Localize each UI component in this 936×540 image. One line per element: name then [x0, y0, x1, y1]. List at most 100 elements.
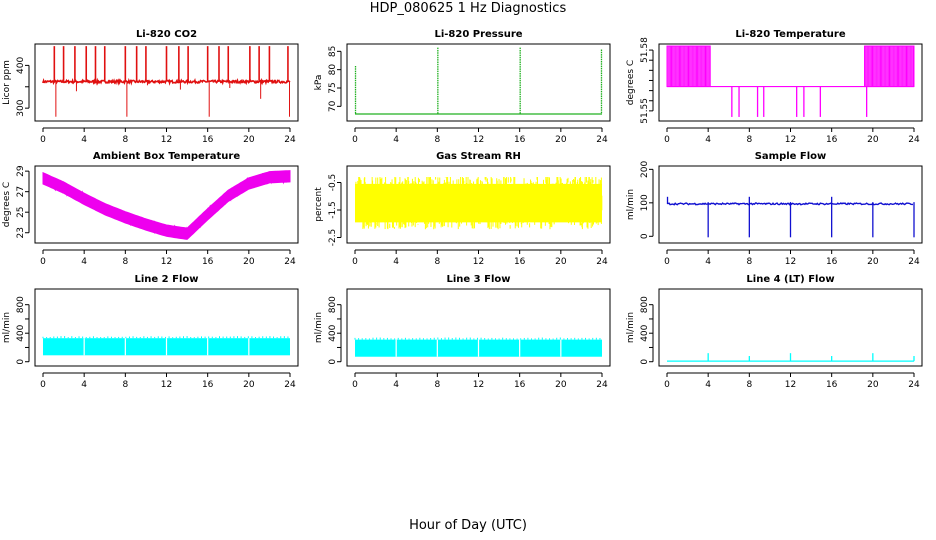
x-tick-label: 20 — [867, 380, 879, 390]
x-tick-label: 4 — [81, 257, 87, 267]
panel-title: Sample Flow — [755, 151, 827, 162]
series-pressure — [354, 47, 603, 115]
x-tick-label: 8 — [434, 135, 440, 145]
x-tick-label: 8 — [434, 257, 440, 267]
series-co2 — [42, 46, 291, 117]
x-tick-label: 24 — [908, 380, 920, 390]
x-axis: 0 4 8 12 16 20 24 — [40, 127, 296, 145]
x-tick-label: 4 — [81, 380, 87, 390]
x-tick-label: 20 — [867, 257, 879, 267]
panel-rh: Gas Stream RH 0 4 8 12 16 20 24 -2.5 -1.5 -0.5 perc… — [314, 151, 611, 267]
series-box_temp — [42, 170, 291, 240]
y-tick-label: 0 — [328, 359, 338, 365]
x-tick-label: 20 — [555, 135, 567, 145]
y-tick-label: 23 — [16, 227, 26, 238]
x-tick-label: 8 — [746, 257, 752, 267]
x-tick-label: 16 — [202, 135, 214, 145]
plot-frame — [346, 165, 611, 244]
y-tick-label: 0 — [640, 233, 650, 239]
y-tick-label: 800 — [328, 296, 338, 313]
y-tick-label: -0.5 — [328, 174, 338, 192]
x-tick-label: 0 — [352, 135, 358, 145]
x-tick-label: 12 — [473, 135, 484, 145]
x-tick-label: 12 — [785, 257, 796, 267]
x-tick-label: 0 — [40, 257, 46, 267]
y-axis-label: degrees C — [626, 60, 636, 105]
plot-frame — [658, 165, 923, 244]
x-tick-label: 12 — [785, 380, 796, 390]
x-tick-label: 24 — [908, 135, 920, 145]
x-tick-label: 12 — [473, 257, 484, 267]
x-tick-label: 24 — [284, 257, 296, 267]
x-tick-label: 12 — [785, 135, 796, 145]
x-tick-label: 0 — [40, 135, 46, 145]
y-tick-label: -1.5 — [328, 201, 338, 219]
y-axis: 0 400 800 — [640, 296, 654, 365]
x-tick-label: 16 — [826, 135, 838, 145]
x-tick-label: 12 — [161, 135, 172, 145]
series-line2 — [42, 336, 290, 356]
y-tick-label: 800 — [640, 296, 650, 313]
y-tick-label: 80 — [328, 64, 338, 76]
panel-title: Line 4 (LT) Flow — [746, 274, 834, 285]
y-axis: 51.55 51.58 — [640, 37, 654, 124]
x-axis: 0 4 8 12 16 20 24 — [40, 372, 296, 390]
plot-frame — [346, 288, 611, 367]
y-axis-label: Licor ppm — [2, 60, 12, 105]
x-tick-label: 16 — [514, 135, 526, 145]
plot-frame — [34, 43, 299, 122]
panel-li_temp: Li-820 Temperature 0 4 8 12 16 20 24 51.55 51.58 d… — [626, 29, 923, 145]
y-axis-label: ml/min — [314, 312, 324, 343]
x-axis: 0 4 8 12 16 20 24 — [40, 249, 296, 267]
panel-sample_flow: Sample Flow 0 4 8 12 16 20 24 0 100 200 ml/min — [626, 151, 923, 267]
figure-title: HDP_080625 1 Hz Diagnostics — [369, 1, 567, 16]
x-tick-label: 8 — [746, 135, 752, 145]
y-axis: 0 400 800 — [16, 296, 30, 365]
y-tick-label: 400 — [640, 324, 650, 341]
x-tick-label: 4 — [705, 380, 711, 390]
x-tick-label: 0 — [352, 257, 358, 267]
y-tick-label: 0 — [16, 359, 26, 365]
x-tick-label: 8 — [746, 380, 752, 390]
panel-line4: Line 4 (LT) Flow 0 4 8 12 16 20 24 0 400 800 ml/min — [626, 274, 923, 390]
y-tick-label: 400 — [328, 324, 338, 341]
y-tick-label: 51.55 — [640, 98, 650, 124]
x-tick-label: 24 — [284, 135, 296, 145]
y-axis-label: ml/min — [626, 312, 636, 343]
y-tick-label: 25 — [16, 206, 26, 217]
panel-title: Li-820 Pressure — [434, 29, 522, 40]
x-tick-label: 4 — [393, 380, 399, 390]
y-tick-label: 29 — [16, 165, 26, 177]
series-noise — [42, 170, 291, 239]
x-axis: 0 4 8 12 16 20 24 — [664, 127, 920, 145]
x-tick-label: 0 — [664, 135, 670, 145]
panel-line2: Line 2 Flow 0 4 8 12 16 20 24 0 400 800 ml/min — [2, 274, 299, 390]
y-tick-label: 0 — [640, 359, 650, 365]
panel-box_temp: Ambient Box Temperature 0 4 8 12 16 20 24 23 25 27… — [2, 151, 299, 267]
figure-xlabel: Hour of Day (UTC) — [409, 518, 527, 533]
x-tick-label: 0 — [664, 257, 670, 267]
series-rh — [354, 177, 603, 230]
plot-frame — [34, 165, 299, 244]
panel-co2: Li-820 CO2 0 4 8 12 16 20 24 300 400 Licor ppm — [2, 29, 299, 145]
y-axis: -2.5 -1.5 -0.5 — [328, 174, 342, 246]
panel-title: Line 3 Flow — [447, 274, 511, 285]
panel-title: Gas Stream RH — [436, 151, 521, 162]
x-axis: 0 4 8 12 16 20 24 — [352, 249, 608, 267]
y-tick-label: 27 — [16, 186, 26, 197]
series-li_temp — [666, 45, 915, 117]
x-tick-label: 4 — [705, 135, 711, 145]
x-tick-label: 4 — [705, 257, 711, 267]
x-tick-label: 24 — [284, 380, 296, 390]
x-axis: 0 4 8 12 16 20 24 — [352, 127, 608, 145]
y-tick-label: 100 — [640, 194, 650, 211]
x-axis: 0 4 8 12 16 20 24 — [664, 249, 920, 267]
panel-title: Li-820 Temperature — [735, 29, 845, 40]
x-tick-label: 4 — [393, 257, 399, 267]
x-tick-label: 4 — [81, 135, 87, 145]
panel-pressure: Li-820 Pressure 0 4 8 12 16 20 24 70 75 80 85 kPa — [314, 29, 611, 145]
x-tick-label: 20 — [555, 257, 567, 267]
x-tick-label: 0 — [352, 380, 358, 390]
y-tick-label: 400 — [16, 324, 26, 341]
